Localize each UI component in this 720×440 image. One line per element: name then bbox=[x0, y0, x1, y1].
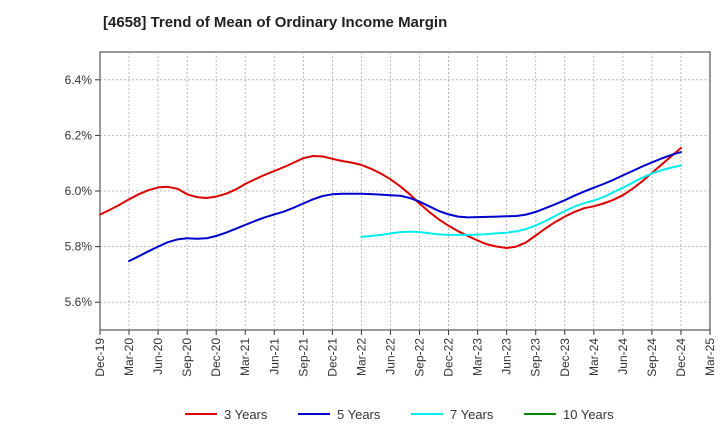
x-tick-label: Dec-24 bbox=[674, 338, 688, 377]
y-tick-label: 6.2% bbox=[65, 128, 93, 142]
chart-title: [4658] Trend of Mean of Ordinary Income … bbox=[103, 14, 448, 31]
x-tick-label: Sep-20 bbox=[180, 338, 194, 377]
x-tick-label: Dec-19 bbox=[93, 338, 107, 377]
x-tick-label: Mar-24 bbox=[587, 338, 601, 376]
x-tick-label: Jun-24 bbox=[616, 338, 630, 375]
y-tick-label: 6.0% bbox=[65, 184, 93, 198]
y-tick-label: 5.6% bbox=[65, 295, 93, 309]
x-tick-label: Dec-23 bbox=[558, 338, 572, 377]
x-tick-label: Mar-25 bbox=[703, 338, 717, 376]
x-tick-label: Sep-21 bbox=[296, 338, 310, 377]
x-tick-label: Sep-22 bbox=[413, 338, 427, 377]
legend-label: 5 Years bbox=[337, 407, 381, 422]
legend-label: 3 Years bbox=[224, 407, 268, 422]
legend-label: 10 Years bbox=[563, 407, 614, 422]
x-tick-label: Jun-21 bbox=[267, 338, 281, 375]
y-tick-label: 6.4% bbox=[65, 73, 93, 87]
x-tick-label: Jun-23 bbox=[500, 338, 514, 375]
x-tick-label: Jun-22 bbox=[383, 338, 397, 375]
x-tick-label: Mar-20 bbox=[122, 338, 136, 376]
y-tick-label: 5.8% bbox=[65, 240, 93, 254]
legend-label: 7 Years bbox=[450, 407, 494, 422]
series-line-3-years bbox=[99, 146, 682, 249]
x-tick-label: Mar-21 bbox=[238, 338, 252, 376]
x-tick-label: Jun-20 bbox=[151, 338, 165, 375]
x-tick-label: Dec-20 bbox=[209, 338, 223, 377]
series-line-7-years bbox=[360, 164, 682, 238]
x-tick-label: Dec-22 bbox=[442, 338, 456, 377]
x-tick-label: Dec-21 bbox=[325, 338, 339, 377]
x-tick-label: Mar-23 bbox=[471, 338, 485, 376]
x-tick-label: Sep-24 bbox=[645, 338, 659, 377]
x-tick-label: Sep-23 bbox=[529, 338, 543, 377]
x-tick-label: Mar-22 bbox=[354, 338, 368, 376]
series-line-5-years bbox=[128, 151, 682, 263]
